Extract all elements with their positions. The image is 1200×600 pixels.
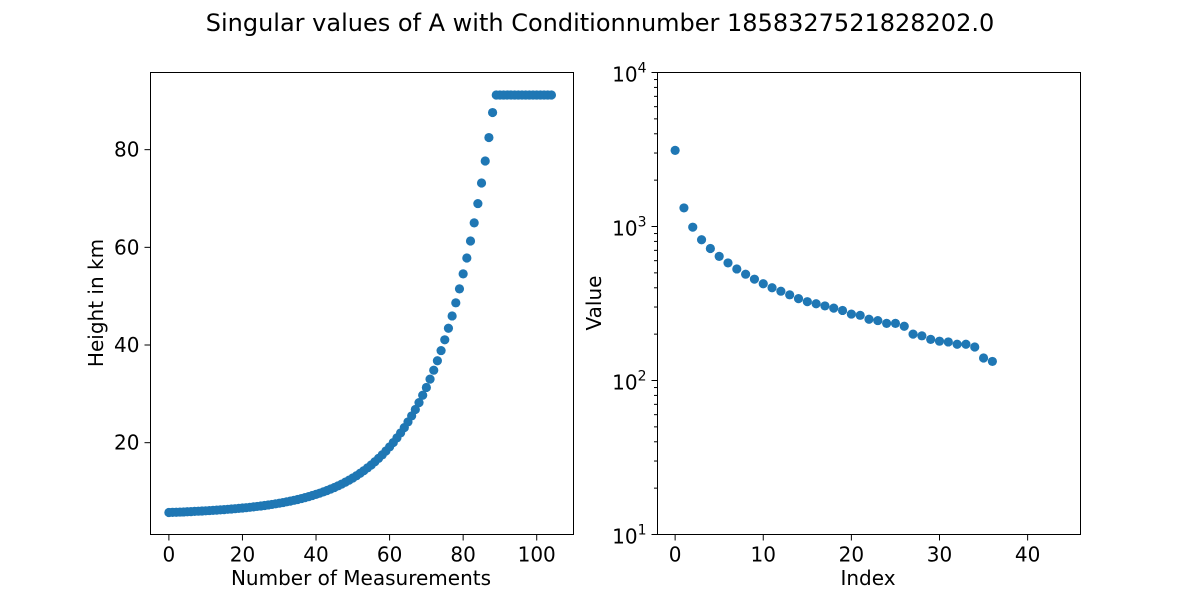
left-x-tick-label: 80 [450, 543, 475, 567]
right-data-point [873, 315, 883, 326]
right-data-point [855, 310, 865, 320]
right-plot: 0 10 20 30 40 101 102 103 104 Index Value [582, 61, 1081, 590]
right-data-point [749, 274, 760, 284]
left-y-tick-label: 20 [114, 431, 139, 455]
right-data-point [741, 269, 751, 279]
left-data-point [410, 404, 420, 415]
right-data-point [961, 339, 971, 349]
left-y-axis-label: Height in km [84, 239, 108, 367]
right-y-tick-label: 102 [612, 369, 646, 395]
left-y-tick-label: 60 [114, 235, 139, 259]
right-data-point [811, 299, 821, 309]
right-data-point [978, 353, 989, 363]
right-data-point [670, 145, 680, 155]
right-data-point [820, 301, 830, 311]
right-data-point [934, 336, 945, 346]
right-data-point [802, 297, 812, 307]
right-data-point [926, 334, 936, 344]
right-x-tick-label: 40 [1015, 543, 1040, 567]
left-x-axis-label: Number of Measurements [231, 566, 491, 590]
left-points [164, 90, 557, 518]
right-data-point [987, 356, 997, 367]
left-data-point [432, 356, 442, 366]
left-data-point [473, 198, 483, 209]
left-data-point [465, 236, 476, 246]
right-data-point [776, 286, 786, 296]
right-plot-frame [657, 72, 1081, 535]
left-x-tick-label: 20 [230, 543, 255, 567]
right-x-tick-label: 0 [669, 543, 682, 567]
left-x-tick-label: 0 [163, 543, 176, 567]
right-x-axis-label: Index [840, 566, 895, 590]
figure-title: Singular values of A with Conditionnumbe… [206, 9, 995, 37]
right-points [670, 145, 997, 367]
left-y-ticks: 20 40 60 80 [114, 138, 151, 455]
left-data-point [458, 269, 468, 279]
right-data-point [696, 235, 707, 245]
right-data-point [723, 258, 733, 268]
left-data-point [476, 178, 487, 188]
left-plot-frame [150, 72, 574, 535]
right-y-ticks: 101 102 103 104 [612, 61, 658, 549]
right-data-point [679, 203, 689, 213]
right-data-point [793, 294, 804, 304]
left-data-point [451, 298, 461, 308]
left-data-point [469, 218, 479, 228]
left-data-point [546, 90, 557, 100]
left-data-point [447, 311, 457, 321]
right-data-point [785, 290, 795, 300]
left-data-point [429, 365, 439, 375]
left-x-tick-label: 100 [518, 543, 556, 567]
right-data-point [714, 251, 724, 261]
right-data-point [829, 303, 839, 313]
right-y-tick-label: 104 [612, 61, 646, 87]
right-data-point [882, 318, 892, 328]
right-data-point [846, 309, 856, 319]
left-y-tick-label: 40 [114, 333, 139, 357]
right-x-tick-label: 10 [751, 543, 776, 567]
left-x-ticks: 0 20 40 60 80 100 [163, 534, 556, 567]
left-x-tick-label: 40 [303, 543, 328, 567]
right-data-point [864, 314, 874, 324]
right-data-point [899, 321, 909, 331]
left-data-point [436, 345, 446, 356]
right-data-point [890, 318, 901, 328]
left-data-point [440, 335, 450, 345]
left-data-point [425, 374, 435, 384]
right-data-point [758, 279, 768, 289]
left-data-point [443, 323, 454, 333]
left-data-point [484, 132, 494, 143]
right-data-point [767, 283, 777, 293]
right-data-point [943, 337, 953, 347]
right-y-tick-label: 101 [612, 523, 646, 549]
left-y-tick-label: 80 [114, 138, 139, 162]
right-data-point [837, 305, 848, 316]
right-data-point [688, 222, 698, 232]
left-data-point [418, 390, 428, 400]
left-data-point [462, 253, 472, 263]
right-data-point [970, 342, 980, 352]
left-data-point [454, 284, 465, 294]
left-data-point [487, 107, 498, 118]
right-x-tick-label: 20 [839, 543, 864, 567]
left-data-point [421, 382, 431, 393]
right-x-tick-label: 30 [927, 543, 952, 567]
right-data-point [917, 331, 927, 341]
right-data-point [705, 243, 715, 254]
left-plot: 0 20 40 60 80 100 20 40 60 80 Number of Measurem… [84, 72, 574, 590]
right-x-ticks: 0 10 20 30 40 [669, 534, 1040, 567]
right-data-point [908, 329, 918, 339]
left-x-tick-label: 60 [377, 543, 402, 567]
right-data-point [952, 339, 962, 349]
left-data-point [414, 397, 424, 408]
right-data-point [732, 264, 742, 274]
right-y-axis-label: Value [582, 276, 606, 331]
right-y-tick-label: 103 [612, 215, 646, 241]
left-data-point [480, 156, 490, 166]
